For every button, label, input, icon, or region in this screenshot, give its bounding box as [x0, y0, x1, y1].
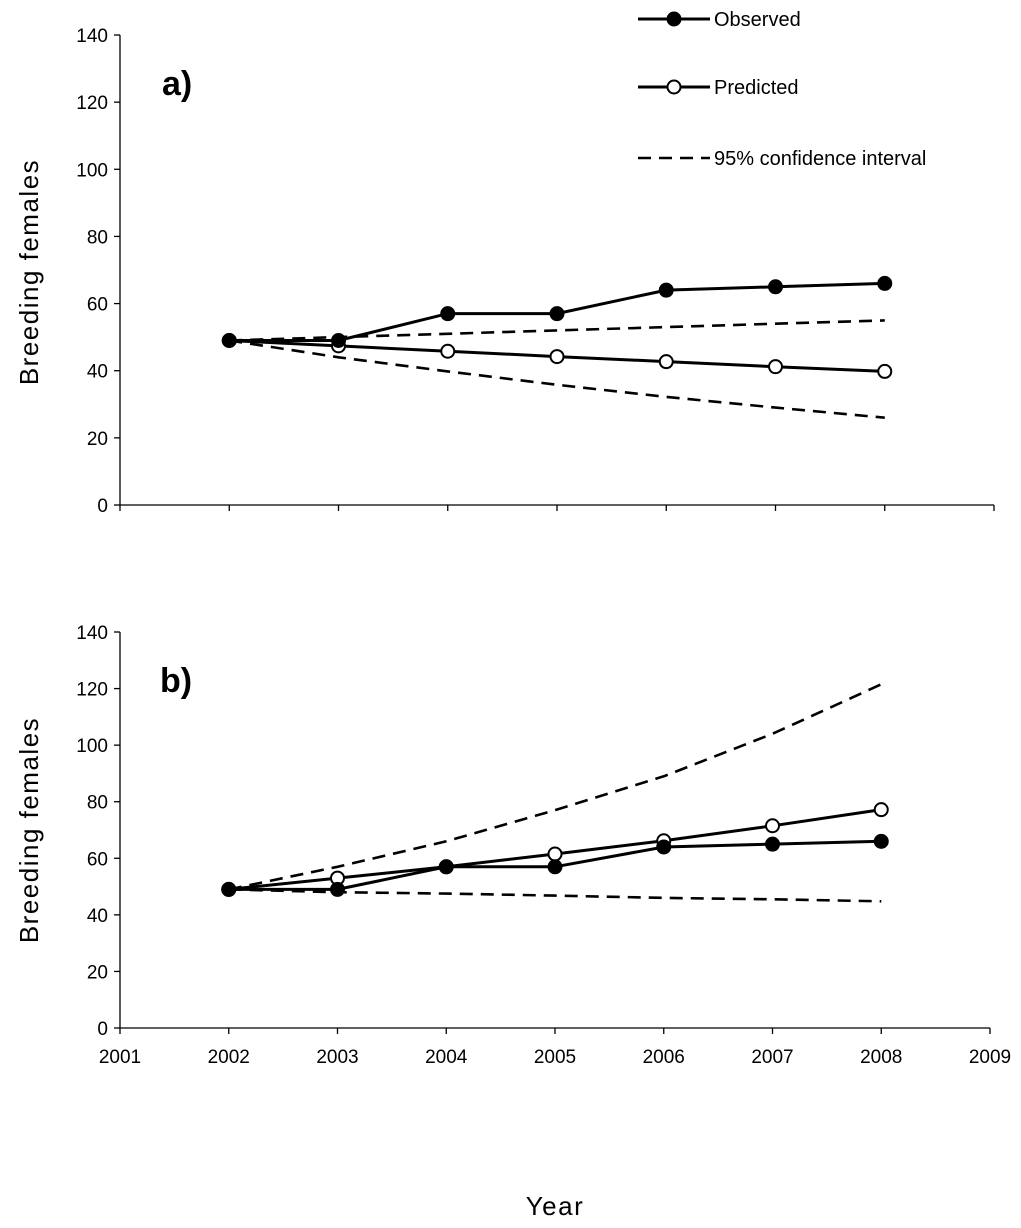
- data-point-predicted: [768, 359, 783, 375]
- data-point-predicted: [658, 354, 674, 370]
- legend: Observed Predicted 95% confidence interval: [638, 9, 926, 170]
- series-line-95-confidence-interval: [229, 339, 885, 419]
- y-tick-label: 0: [97, 1019, 108, 1040]
- data-point-observed: [549, 306, 565, 322]
- y-tick-label: 120: [76, 93, 108, 114]
- data-point-observed: [877, 275, 893, 291]
- data-point-observed: [438, 859, 454, 875]
- data-point-predicted: [877, 363, 893, 379]
- series-line-95-confidence-interval: [229, 319, 885, 342]
- data-point-predicted: [873, 802, 889, 818]
- y-tick-label: 140: [76, 623, 108, 644]
- x-tick-label: 2009: [969, 1047, 1011, 1068]
- data-point-predicted: [549, 349, 565, 365]
- x-tick-label: 2002: [208, 1047, 250, 1068]
- data-point-observed: [765, 836, 780, 852]
- legend-label: 95% confidence interval: [714, 148, 926, 170]
- x-tick-label: 2005: [534, 1047, 576, 1068]
- y-tick-label: 60: [87, 849, 108, 870]
- data-point-predicted: [440, 343, 456, 359]
- data-point-observed: [656, 839, 672, 855]
- data-point-observed: [221, 881, 237, 897]
- legend-marker-observed: [666, 11, 682, 27]
- series-line-95-confidence-interval: [228, 683, 882, 891]
- y-tick-label: 20: [87, 429, 108, 450]
- x-axis-title: Year: [526, 1191, 585, 1221]
- panel-label: b): [160, 662, 192, 700]
- x-tick-label: 2008: [860, 1047, 902, 1068]
- data-point-observed: [330, 881, 345, 897]
- y-tick-label: 20: [87, 962, 108, 983]
- data-point-observed: [440, 306, 456, 322]
- y-axis-title: Breeding females: [14, 159, 44, 385]
- chart-panel-a: 0 20 40 60 80 100 120 140 Breeding females a): [14, 26, 995, 517]
- data-point-predicted: [765, 818, 780, 834]
- y-tick-label: 120: [76, 680, 108, 701]
- y-tick-label: 0: [97, 496, 108, 517]
- y-tick-label: 40: [87, 362, 108, 383]
- data-point-observed: [768, 279, 783, 295]
- series-line-95-confidence-interval: [228, 888, 882, 903]
- y-tick-label: 80: [87, 227, 108, 248]
- x-tick-label: 2001: [99, 1047, 141, 1068]
- data-point-predicted: [547, 846, 563, 862]
- x-tick-label: 2006: [643, 1047, 685, 1068]
- x-tick-label: 2004: [425, 1047, 468, 1068]
- data-point-observed: [221, 333, 237, 348]
- x-tick-label: 2003: [316, 1047, 358, 1068]
- legend-label: Observed: [714, 9, 801, 31]
- y-tick-label: 80: [87, 793, 108, 814]
- data-point-observed: [658, 282, 674, 298]
- chart-panel-b: 0 20 40 60 80 100 120 140 2001 2002 2003 2004 2005 20…: [14, 623, 1011, 1221]
- panel-label: a): [162, 65, 192, 103]
- y-axis-title: Breeding females: [14, 717, 44, 943]
- y-tick-label: 40: [87, 906, 108, 927]
- legend-marker-predicted: [666, 79, 682, 95]
- x-tick-label: 2007: [751, 1047, 793, 1068]
- y-tick-label: 60: [87, 295, 108, 316]
- y-tick-label: 100: [76, 736, 108, 757]
- y-tick-label: 140: [76, 26, 108, 47]
- data-point-observed: [873, 833, 889, 849]
- data-point-observed: [331, 333, 346, 348]
- legend-label: Predicted: [714, 77, 799, 99]
- data-point-observed: [547, 859, 563, 875]
- y-tick-label: 100: [76, 160, 108, 181]
